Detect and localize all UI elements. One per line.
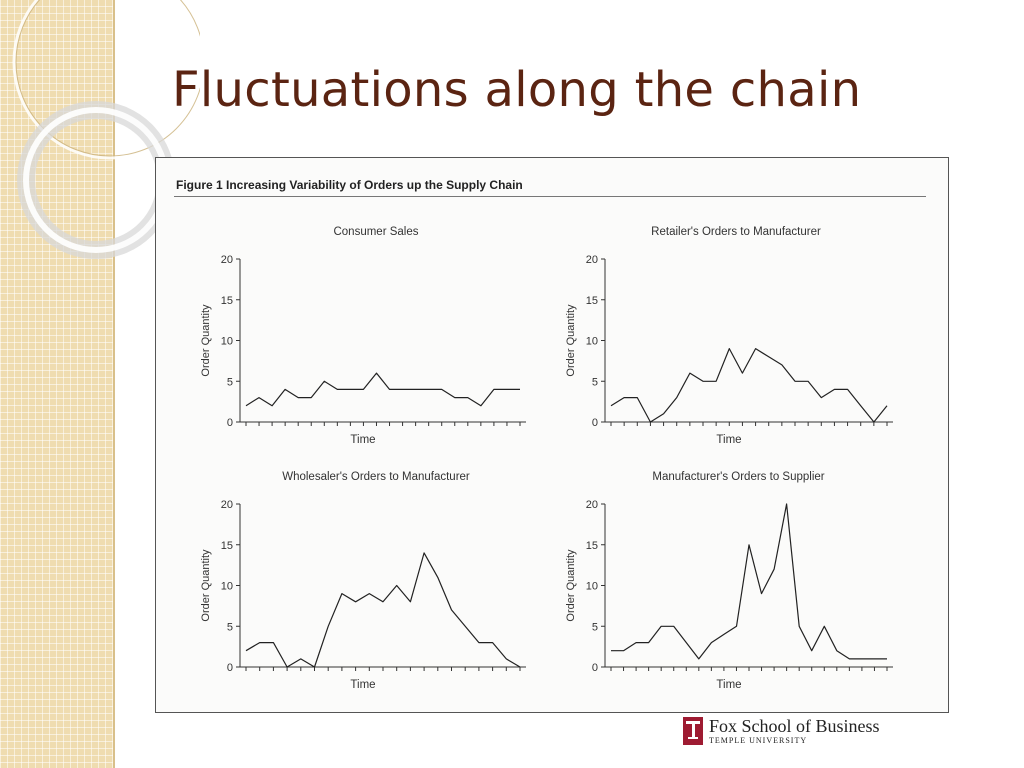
- figure-panel: Figure 1 Increasing Variability of Order…: [155, 157, 949, 713]
- y-tick-label: 20: [586, 499, 598, 511]
- series-line: [245, 552, 521, 668]
- series-line: [245, 372, 520, 407]
- charts-canvas: 0 5 10 15 20 Time Order Quantity 0 5 10 15 20 Time Or…: [200, 254, 893, 691]
- x-axis-label: Time: [716, 679, 741, 691]
- y-tick-label: 10: [586, 581, 598, 593]
- chart-title-manufacturer-orders: Manufacturer's Orders to Supplier: [652, 471, 825, 483]
- x-axis-label: Time: [350, 434, 375, 446]
- school-logo: Fox School of Business TEMPLE UNIVERSITY: [683, 717, 880, 745]
- series-line: [610, 348, 888, 423]
- y-tick-label: 15: [586, 540, 598, 552]
- y-tick-label: 20: [586, 254, 598, 266]
- x-axis-label: Time: [716, 434, 741, 446]
- chart-title-retailer-orders: Retailer's Orders to Manufacturer: [651, 226, 821, 238]
- logo-subtitle: TEMPLE UNIVERSITY: [709, 736, 808, 745]
- y-tick-label: 15: [221, 540, 233, 552]
- y-tick-label: 10: [221, 581, 233, 593]
- y-tick-label: 5: [227, 376, 233, 388]
- y-tick-label: 0: [227, 662, 233, 674]
- chart-title-consumer-sales: Consumer Sales: [333, 226, 419, 238]
- x-axis-label: Time: [350, 679, 375, 691]
- y-tick-label: 5: [592, 621, 598, 633]
- y-tick-label: 15: [221, 295, 233, 307]
- y-axis-label: Order Quantity: [200, 549, 212, 622]
- caption-divider: [174, 196, 926, 197]
- y-axis-label: Order Quantity: [565, 304, 577, 377]
- y-tick-label: 20: [221, 254, 233, 266]
- temple-t-icon: [683, 717, 703, 745]
- y-tick-label: 5: [592, 376, 598, 388]
- y-tick-label: 0: [592, 417, 598, 429]
- y-tick-label: 10: [221, 336, 233, 348]
- logo-name: Fox School of Business: [709, 716, 880, 736]
- y-tick-label: 20: [221, 499, 233, 511]
- slide-title: Fluctuations along the chain: [172, 62, 862, 118]
- y-axis-label: Order Quantity: [565, 549, 577, 622]
- series-line: [611, 503, 887, 660]
- y-tick-label: 10: [586, 336, 598, 348]
- y-tick-label: 0: [227, 417, 233, 429]
- y-axis-label: Order Quantity: [200, 304, 212, 377]
- y-tick-label: 0: [592, 662, 598, 674]
- chart-title-wholesaler-orders: Wholesaler's Orders to Manufacturer: [282, 471, 470, 483]
- y-tick-label: 15: [586, 295, 598, 307]
- figure-caption: Figure 1 Increasing Variability of Order…: [176, 178, 523, 192]
- y-tick-label: 5: [227, 621, 233, 633]
- stripe-edge: [113, 0, 115, 768]
